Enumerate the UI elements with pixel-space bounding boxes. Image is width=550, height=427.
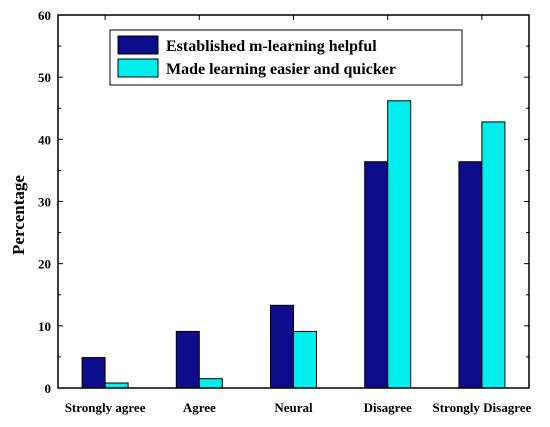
y-tick-label: 20	[38, 257, 51, 272]
bar-helpful-neural	[270, 304, 294, 389]
x-tick-label: Strongly Disagree	[432, 400, 531, 415]
legend-swatch-helpful	[117, 35, 159, 55]
bar-easier-strongly-disagree	[481, 121, 506, 389]
legend-label-helpful: Established m-learning helpful	[166, 38, 377, 55]
bar-easier-disagree	[387, 100, 412, 389]
legend-swatch-easier	[117, 58, 159, 78]
y-tick-label: 60	[38, 8, 51, 23]
y-tick-label: 10	[38, 319, 51, 334]
x-tick-label: Strongly agree	[65, 400, 146, 415]
bar-helpful-agree	[175, 330, 200, 389]
axes-layer: Strongly agree Agree Neural Disagree Strongl…	[38, 8, 532, 415]
y-axis-title: Percentage	[9, 175, 28, 255]
x-tick-label: Disagree	[364, 400, 412, 415]
legend-box	[109, 29, 463, 86]
x-tick-label: Agree	[183, 400, 216, 415]
bar-helpful-strongly-agree	[81, 357, 106, 389]
y-tick-label: 40	[38, 132, 51, 147]
bar-helpful-disagree	[364, 161, 389, 389]
bar-helpful-strongly-disagree	[458, 161, 483, 389]
y-tick-label: 30	[38, 195, 51, 210]
bar-easier-agree	[198, 378, 223, 389]
y-tick-label: 50	[38, 70, 51, 85]
x-tick-label: Neural	[274, 400, 313, 415]
bars-layer	[81, 100, 506, 389]
legend: Established m-learning helpful Made learn…	[109, 29, 463, 86]
legend-label-easier: Made learning easier and quicker	[166, 61, 396, 78]
bar-easier-neural	[293, 330, 317, 389]
y-tick-label: 0	[45, 381, 52, 396]
